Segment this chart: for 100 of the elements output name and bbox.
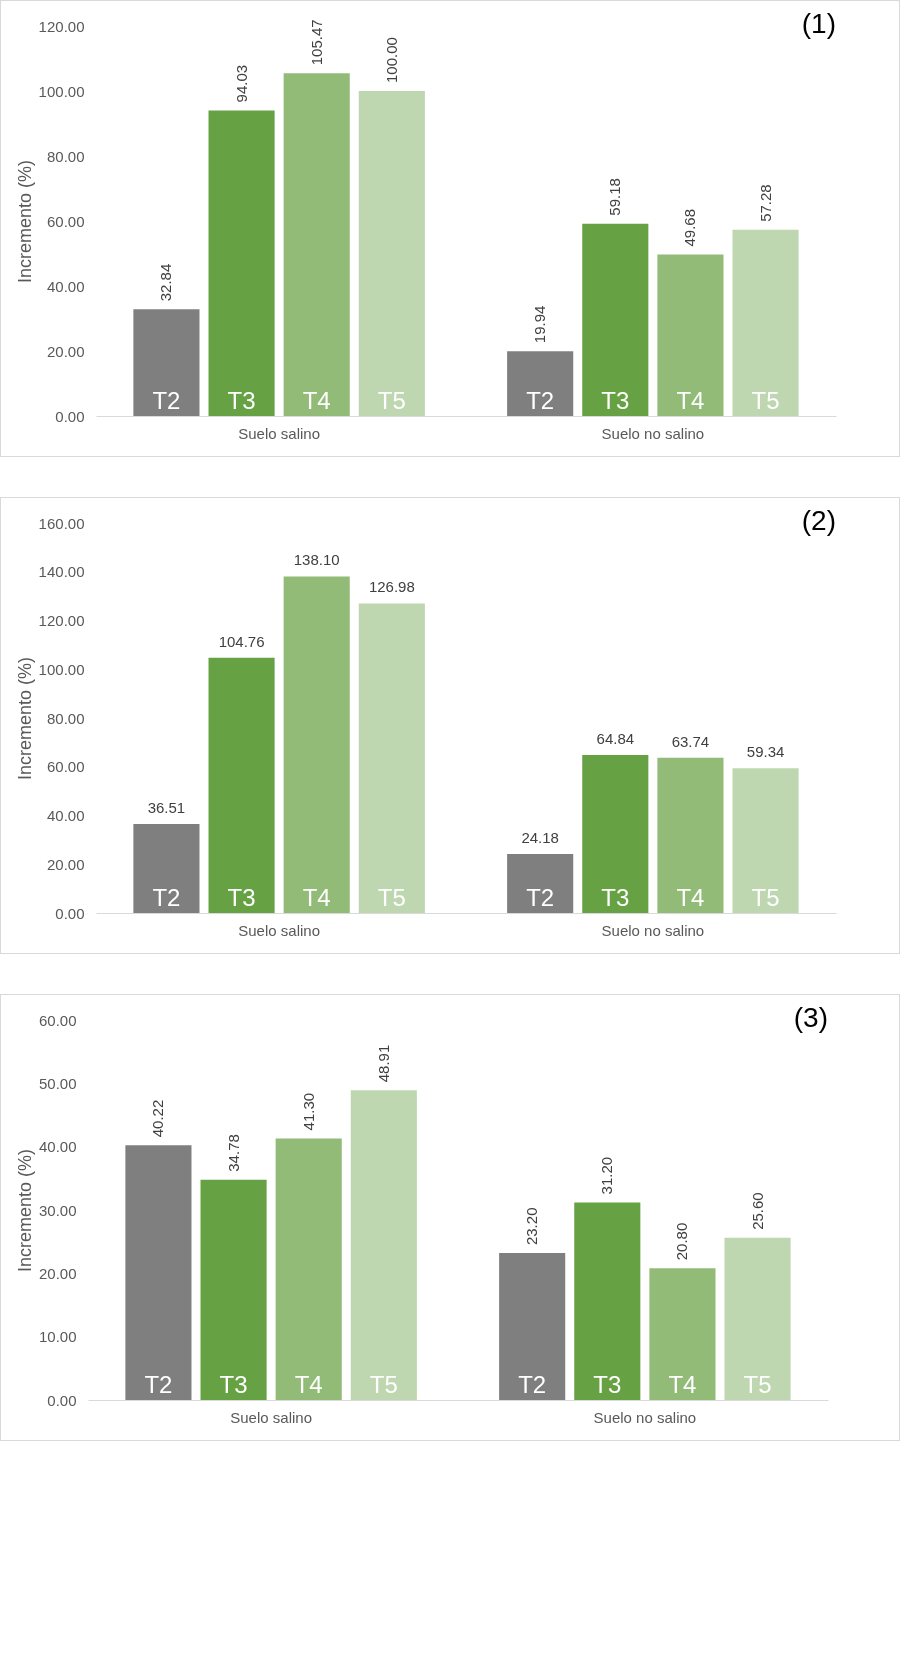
- bar: [732, 768, 799, 913]
- y-tick-label: 100.00: [38, 82, 85, 100]
- data-label: 36.51: [147, 799, 186, 817]
- bar: [358, 91, 425, 416]
- bar: [283, 576, 350, 913]
- data-label: 64.84: [596, 729, 635, 747]
- bar: [499, 1253, 566, 1400]
- y-tick-label: 30.00: [38, 1201, 77, 1219]
- text: T5: [743, 1371, 772, 1398]
- data-label: 59.34: [746, 743, 785, 761]
- data-label: 59.18: [606, 178, 624, 216]
- y-tick-label: 60.00: [46, 758, 85, 776]
- x-tick-label: Suelo no salino: [593, 1408, 697, 1426]
- series-label: T2: [152, 884, 181, 911]
- data-label: 100.00: [382, 37, 400, 83]
- series-label: T3: [227, 884, 256, 911]
- series-label: T5: [377, 387, 406, 414]
- y-tick-label: 10.00: [38, 1328, 77, 1346]
- bar: [133, 309, 200, 416]
- series-label: T3: [227, 387, 256, 414]
- chart-title: (3): [793, 1002, 828, 1033]
- bar: [358, 603, 425, 913]
- text: T2: [526, 387, 555, 414]
- y-tick-label: 20.00: [46, 855, 85, 873]
- data-label: 20.80: [673, 1222, 691, 1261]
- text: T5: [751, 884, 780, 911]
- data-label: 57.28: [756, 184, 774, 222]
- chart-title: (1): [801, 8, 836, 39]
- y-tick-label: 60.00: [38, 1011, 77, 1029]
- data-label: 63.74: [671, 732, 710, 750]
- bar: [657, 254, 724, 416]
- data-label: 41.30: [299, 1092, 317, 1131]
- bar: [208, 110, 275, 416]
- x-tick-label: Suelo salino: [238, 424, 320, 442]
- bar: [200, 1179, 267, 1400]
- y-axis-title: Incremento (%): [14, 159, 35, 284]
- y-tick-label: 100.00: [38, 660, 85, 678]
- y-tick-label: 0.00: [55, 904, 85, 922]
- y-tick-label: 40.00: [46, 807, 85, 824]
- y-tick-label: 140.00: [38, 563, 85, 581]
- data-label: 48.91: [374, 1044, 392, 1083]
- data-label: 32.84: [157, 263, 175, 302]
- x-tick-label: Suelo no salino: [601, 424, 705, 442]
- data-label: 104.76: [218, 632, 265, 650]
- text: T2: [526, 884, 555, 911]
- x-tick-label: Suelo salino: [230, 1408, 312, 1426]
- bar: [507, 854, 574, 913]
- text: T3: [601, 884, 630, 911]
- bar: [657, 757, 724, 913]
- y-tick-label: 120.00: [38, 612, 85, 629]
- text: T2: [518, 1371, 547, 1398]
- bar: [507, 351, 574, 416]
- text: T3: [601, 387, 630, 414]
- data-label: 25.60: [748, 1192, 766, 1230]
- y-tick-label: 50.00: [38, 1074, 77, 1092]
- series-label: T2: [152, 387, 181, 414]
- y-axis-title: Incremento (%): [14, 1148, 35, 1273]
- y-tick-label: 80.00: [46, 147, 85, 165]
- bar: [574, 1202, 641, 1400]
- bar: [275, 1138, 342, 1400]
- y-tick-label: 60.00: [46, 212, 85, 230]
- bar: [125, 1145, 192, 1400]
- bar: [208, 657, 275, 913]
- text: T3: [593, 1371, 622, 1398]
- text: T4: [676, 387, 705, 414]
- bar: [133, 824, 200, 913]
- text: T4: [676, 884, 705, 911]
- y-tick-label: 40.00: [46, 277, 85, 295]
- series-label: T4: [294, 1371, 323, 1398]
- bar: [582, 223, 649, 416]
- x-tick-label: Suelo salino: [238, 921, 320, 939]
- bar: [724, 1237, 791, 1400]
- data-label: 138.10: [293, 551, 340, 569]
- data-label: 34.78: [224, 1134, 242, 1172]
- bar: [283, 73, 350, 416]
- y-tick-label: 0.00: [55, 407, 85, 425]
- y-tick-label: 0.00: [47, 1391, 77, 1409]
- data-label: 105.47: [307, 19, 325, 66]
- data-label: 94.03: [232, 64, 250, 103]
- bar: [649, 1268, 716, 1400]
- bar: [732, 229, 799, 416]
- series-label: T3: [219, 1371, 248, 1398]
- series-label: T4: [302, 884, 331, 911]
- series-label: T5: [377, 884, 406, 911]
- data-label: 126.98: [368, 578, 415, 596]
- y-tick-label: 40.00: [38, 1138, 77, 1156]
- data-label: 24.18: [521, 829, 559, 847]
- y-axis-title: Incremento (%): [14, 656, 35, 781]
- x-tick-label: Suelo no salino: [601, 921, 705, 939]
- y-tick-label: 160.00: [38, 514, 85, 532]
- y-tick-label: 20.00: [46, 342, 85, 360]
- data-label: 49.68: [681, 208, 699, 247]
- bar: [582, 754, 649, 913]
- y-tick-label: 120.00: [38, 17, 85, 35]
- bar: [350, 1090, 417, 1400]
- series-label: T2: [144, 1371, 173, 1398]
- y-tick-label: 20.00: [38, 1264, 77, 1282]
- series-label: T5: [369, 1371, 398, 1398]
- text: T4: [668, 1371, 697, 1398]
- data-label: 19.94: [531, 305, 549, 344]
